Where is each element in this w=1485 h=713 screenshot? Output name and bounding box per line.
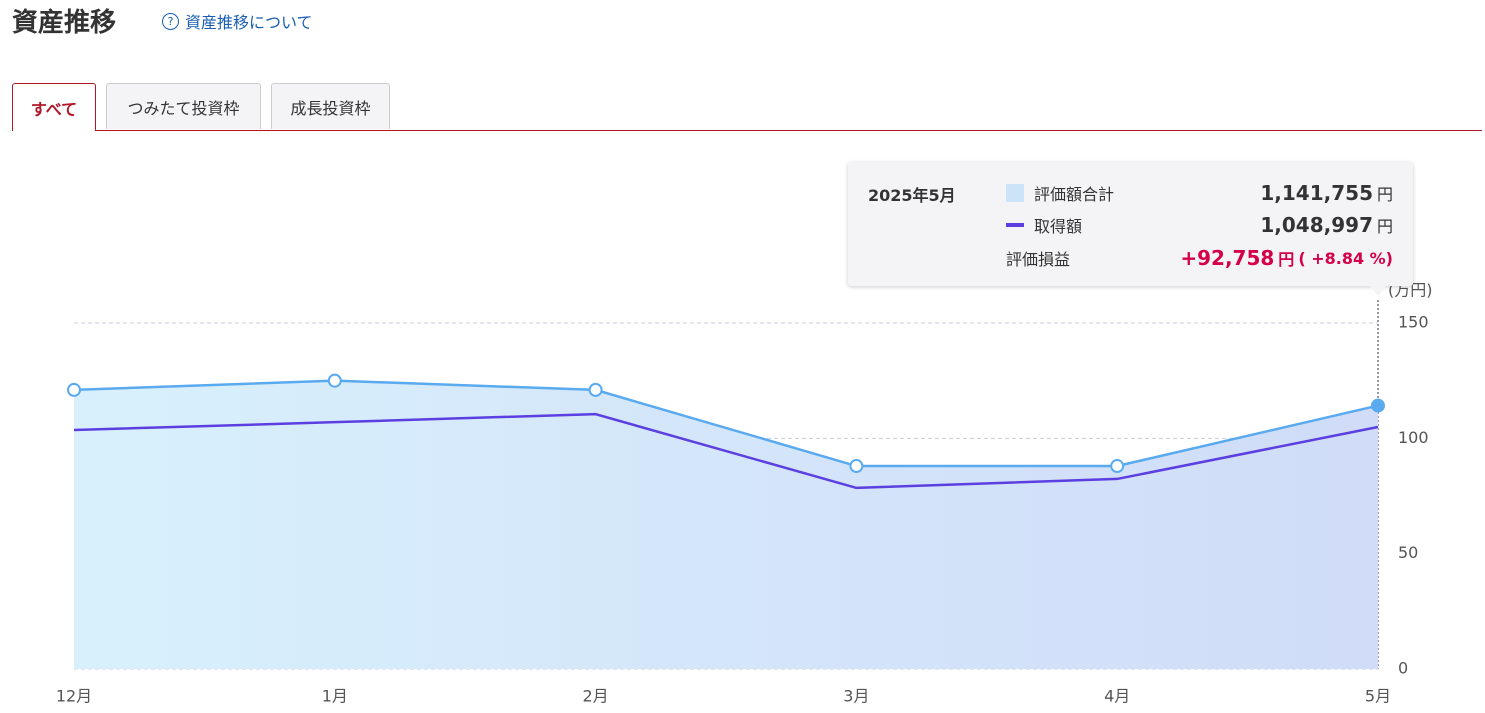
legend-swatch xyxy=(1006,184,1024,202)
tooltip-value: 1,048,997 xyxy=(1260,213,1373,237)
tooltip-rate: ( +8.84 %) xyxy=(1298,248,1393,268)
data-point xyxy=(1371,398,1385,413)
tab[interactable]: つみたて投資枠 xyxy=(106,83,261,129)
tooltip-unit: 円 xyxy=(1278,250,1295,269)
tooltip-label: 評価損益 xyxy=(1006,250,1071,269)
y-tick-label: 100 xyxy=(1398,428,1429,447)
tooltip-row: 評価損益 +92,758 円( +8.84 %) xyxy=(1006,246,1393,270)
help-link[interactable]: ? 資産推移について xyxy=(162,9,313,33)
x-tick-label: 4月 xyxy=(1104,687,1130,706)
x-tick-label: 1月 xyxy=(322,687,348,706)
page-title: 資産推移 xyxy=(12,8,117,38)
tooltip: 2025年5月 評価額合計 1,141,755 円 取得額 1,048,997 円 評価… xyxy=(848,162,1413,286)
y-tick-label: 0 xyxy=(1398,659,1408,678)
data-point xyxy=(327,373,342,388)
data-point xyxy=(849,459,864,474)
tab[interactable]: すべて xyxy=(12,83,96,131)
tab[interactable]: 成長投資枠 xyxy=(271,83,390,129)
series-line xyxy=(73,379,1379,468)
series-line xyxy=(73,412,1379,490)
help-link-text[interactable]: 資産推移について xyxy=(185,13,313,32)
legend-swatch xyxy=(1006,223,1024,227)
tooltip-value: 1,141,755 xyxy=(1260,181,1373,205)
x-tick-label: 3月 xyxy=(843,687,869,706)
y-tick-label: 50 xyxy=(1398,543,1418,562)
y-tick-label: 150 xyxy=(1398,313,1429,332)
tooltip-unit: 円 xyxy=(1376,185,1393,204)
data-point xyxy=(67,382,81,397)
help-icon: ? xyxy=(162,12,179,30)
legend-label: 取得額 xyxy=(1034,217,1083,236)
area-fill xyxy=(74,380,1378,669)
x-tick-label: 12月 xyxy=(56,687,92,706)
tooltip-row: 評価額合計 1,141,755 円 xyxy=(1006,181,1393,205)
data-point xyxy=(1110,459,1125,474)
tooltip-period: 2025年5月 xyxy=(868,186,956,205)
tooltip-value: +92,758 xyxy=(1180,246,1275,270)
x-tick-label: 5月 xyxy=(1365,687,1391,706)
legend-label: 評価額合計 xyxy=(1034,185,1115,204)
data-point xyxy=(588,382,603,397)
tooltip-unit: 円 xyxy=(1376,217,1393,236)
tab-bar: すべて つみたて投資枠 成長投資枠 xyxy=(12,83,1482,131)
tooltip-row: 取得額 1,048,997 円 xyxy=(1006,213,1393,237)
x-tick-label: 2月 xyxy=(583,687,609,706)
